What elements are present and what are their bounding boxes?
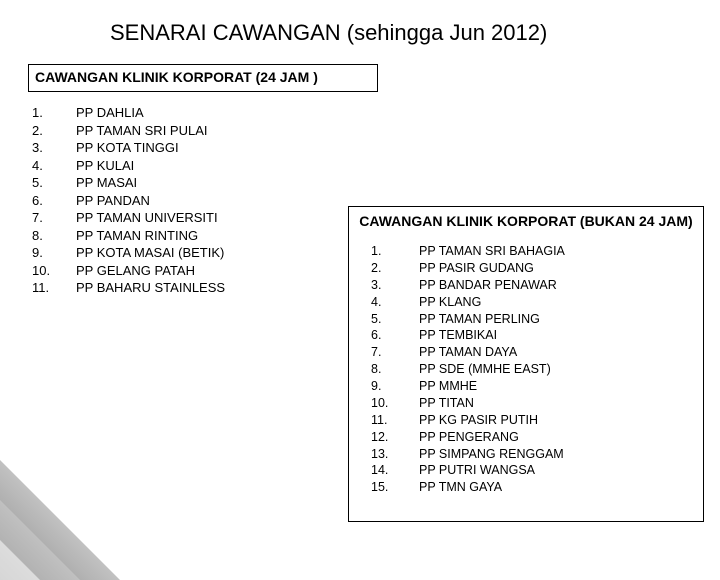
list-item-number: 4. (32, 157, 76, 175)
list-item-label: PP TMN GAYA (419, 479, 502, 496)
list-item-label: PP TAMAN SRI PULAI (76, 122, 208, 140)
list-item: 10.PP GELANG PATAH (32, 262, 225, 280)
list-item: 3.PP KOTA TINGGI (32, 139, 225, 157)
list-item-number: 7. (371, 344, 419, 361)
list-item-number: 7. (32, 209, 76, 227)
list-item: 1.PP TAMAN SRI BAHAGIA (371, 243, 695, 260)
list-item-number: 6. (371, 327, 419, 344)
list-item-number: 5. (32, 174, 76, 192)
list-item: 11.PP BAHARU STAINLESS (32, 279, 225, 297)
list-item-label: PP PENGERANG (419, 429, 519, 446)
list-item-label: PP BANDAR PENAWAR (419, 277, 557, 294)
list-item: 1.PP DAHLIA (32, 104, 225, 122)
list-item-label: PP KG PASIR PUTIH (419, 412, 538, 429)
list-item-label: PP TITAN (419, 395, 474, 412)
list-item: 11.PP KG PASIR PUTIH (371, 412, 695, 429)
list-item: 13.PP SIMPANG RENGGAM (371, 446, 695, 463)
list-item-label: PP GELANG PATAH (76, 262, 195, 280)
list-item-number: 9. (371, 378, 419, 395)
list-item-number: 13. (371, 446, 419, 463)
left-list: 1.PP DAHLIA2.PP TAMAN SRI PULAI3.PP KOTA… (32, 104, 225, 297)
list-item-label: PP TAMAN RINTING (76, 227, 198, 245)
right-list: 1.PP TAMAN SRI BAHAGIA2.PP PASIR GUDANG3… (357, 243, 695, 496)
list-item-number: 2. (32, 122, 76, 140)
list-item-label: PP DAHLIA (76, 104, 144, 122)
list-item-number: 9. (32, 244, 76, 262)
list-item: 5.PP MASAI (32, 174, 225, 192)
list-item-label: PP TAMAN DAYA (419, 344, 517, 361)
list-item-number: 14. (371, 462, 419, 479)
list-item-label: PP KULAI (76, 157, 134, 175)
list-item: 7.PP TAMAN UNIVERSITI (32, 209, 225, 227)
list-item-number: 3. (32, 139, 76, 157)
list-item: 14.PP PUTRI WANGSA (371, 462, 695, 479)
list-item: 7.PP TAMAN DAYA (371, 344, 695, 361)
list-item-number: 10. (32, 262, 76, 280)
corner-decoration (0, 390, 150, 580)
list-item-number: 12. (371, 429, 419, 446)
list-item: 2.PP PASIR GUDANG (371, 260, 695, 277)
list-item-number: 5. (371, 311, 419, 328)
list-item: 6.PP PANDAN (32, 192, 225, 210)
list-item-number: 1. (371, 243, 419, 260)
list-item-number: 1. (32, 104, 76, 122)
list-item-number: 6. (32, 192, 76, 210)
list-item-number: 8. (371, 361, 419, 378)
list-item-label: PP PASIR GUDANG (419, 260, 534, 277)
list-item: 8.PP TAMAN RINTING (32, 227, 225, 245)
list-item: 4.PP KULAI (32, 157, 225, 175)
list-item-label: PP SDE (MMHE EAST) (419, 361, 551, 378)
list-item-label: PP SIMPANG RENGGAM (419, 446, 564, 463)
list-item-label: PP TAMAN UNIVERSITI (76, 209, 218, 227)
left-heading: CAWANGAN KLINIK KORPORAT (24 JAM ) (35, 69, 318, 85)
list-item-label: PP PUTRI WANGSA (419, 462, 535, 479)
list-item-label: PP PANDAN (76, 192, 150, 210)
list-item: 4.PP KLANG (371, 294, 695, 311)
list-item-number: 10. (371, 395, 419, 412)
list-item: 2.PP TAMAN SRI PULAI (32, 122, 225, 140)
list-item-number: 8. (32, 227, 76, 245)
list-item: 6.PP TEMBIKAI (371, 327, 695, 344)
list-item: 15.PP TMN GAYA (371, 479, 695, 496)
list-item-label: PP KLANG (419, 294, 481, 311)
list-item-label: PP TAMAN SRI BAHAGIA (419, 243, 565, 260)
list-item-number: 15. (371, 479, 419, 496)
list-item-label: PP BAHARU STAINLESS (76, 279, 225, 297)
right-heading: CAWANGAN KLINIK KORPORAT (BUKAN 24 JAM) (357, 213, 695, 229)
list-item-number: 11. (371, 412, 419, 429)
list-item-label: PP TEMBIKAI (419, 327, 497, 344)
list-item-number: 4. (371, 294, 419, 311)
list-item: 8.PP SDE (MMHE EAST) (371, 361, 695, 378)
list-item-number: 11. (32, 279, 76, 297)
list-item: 5.PP TAMAN PERLING (371, 311, 695, 328)
right-box: CAWANGAN KLINIK KORPORAT (BUKAN 24 JAM) … (348, 206, 704, 522)
list-item-label: PP MMHE (419, 378, 477, 395)
left-heading-box: CAWANGAN KLINIK KORPORAT (24 JAM ) (28, 64, 378, 92)
list-item-number: 3. (371, 277, 419, 294)
list-item-label: PP MASAI (76, 174, 137, 192)
list-item-label: PP TAMAN PERLING (419, 311, 540, 328)
list-item: 3.PP BANDAR PENAWAR (371, 277, 695, 294)
list-item: 10.PP TITAN (371, 395, 695, 412)
list-item: 9.PP KOTA MASAI (BETIK) (32, 244, 225, 262)
list-item-label: PP KOTA MASAI (BETIK) (76, 244, 224, 262)
list-item: 12.PP PENGERANG (371, 429, 695, 446)
list-item-label: PP KOTA TINGGI (76, 139, 179, 157)
page-title: SENARAI CAWANGAN (sehingga Jun 2012) (110, 20, 547, 46)
list-item-number: 2. (371, 260, 419, 277)
list-item: 9.PP MMHE (371, 378, 695, 395)
